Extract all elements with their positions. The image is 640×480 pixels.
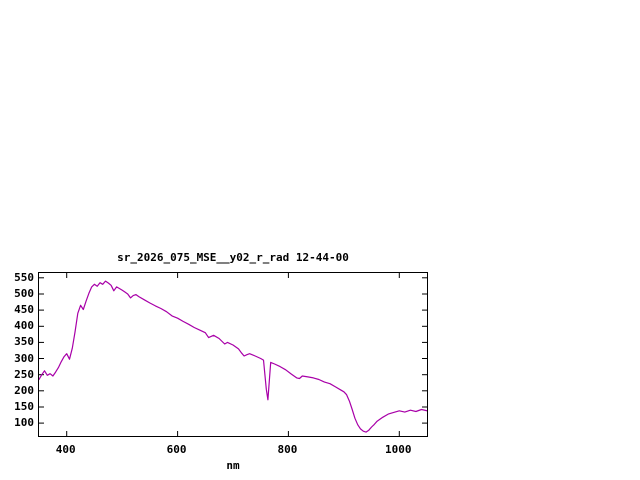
y-tick-label: 450 [14,303,34,317]
x-tick-label: 1000 [385,443,412,456]
x-tick-label: 400 [55,443,76,456]
y-tick-label: 100 [14,416,34,430]
y-tick-label: 250 [14,367,34,381]
chart-title: sr_2026_075_MSE__y02_r_rad 12-44-00 [117,251,349,264]
y-tick-label: 550 [14,270,34,284]
y-tick-label: 500 [14,286,34,300]
y-tick-label: 300 [14,351,34,365]
y-tick-label: 400 [14,319,34,333]
spectrum-plot-svg [39,273,427,436]
x-tick-label: 600 [166,443,187,456]
x-axis-label: nm [226,459,240,472]
spectrum-curve [39,280,427,433]
plot-area [38,272,428,437]
y-tick-label: 200 [14,383,34,397]
x-tick-label: 800 [277,443,298,456]
y-tick-label: 150 [14,399,34,413]
y-tick-label: 350 [14,335,34,349]
